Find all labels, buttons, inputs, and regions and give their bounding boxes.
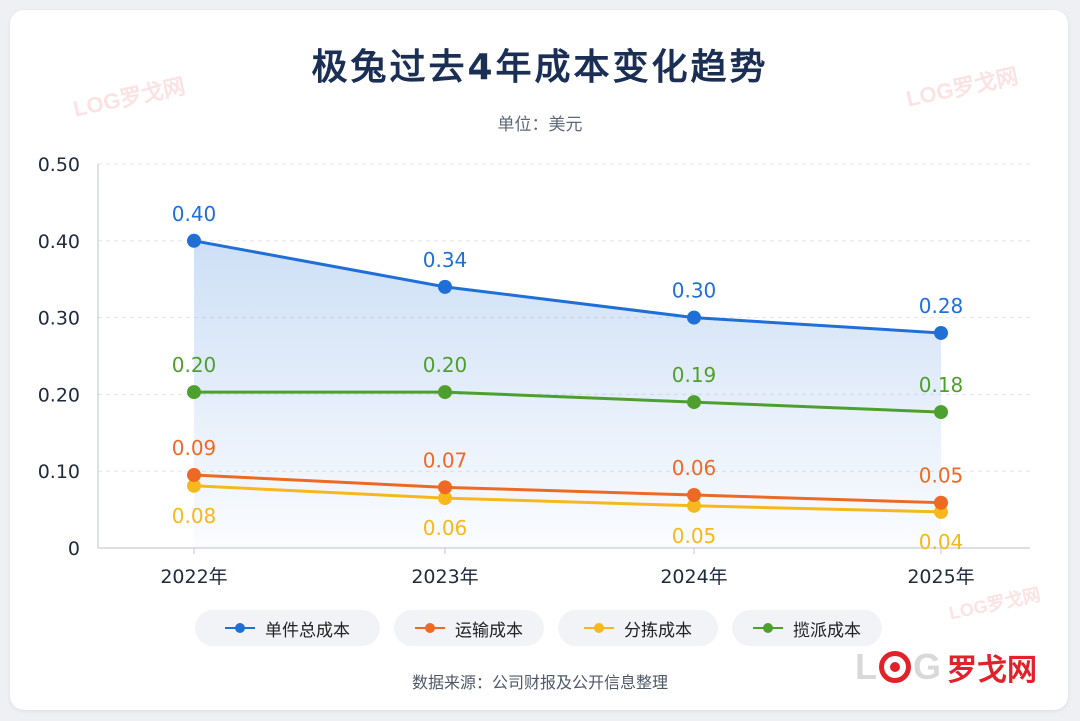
data-label: 0.34 — [423, 248, 468, 272]
chart-legend: 单件总成本 运输成本 分拣成本 揽派成本 — [195, 610, 882, 646]
series-line — [193, 239, 942, 335]
data-label: 0.04 — [919, 530, 964, 554]
chart-title: 极兔过去4年成本变化趋势 — [311, 47, 769, 88]
x-tick-label: 2025年 — [907, 566, 974, 588]
legend-marker-icon — [415, 622, 445, 634]
logo-brand-text: 罗戈网 — [947, 653, 1038, 688]
y-tick-label: 0.50 — [38, 154, 80, 176]
data-point — [934, 405, 948, 420]
chart-subtitle: 单位：美元 — [497, 115, 583, 135]
legend-label: 揽派成本 — [793, 620, 861, 641]
data-label: 0.30 — [672, 279, 717, 303]
legend-label: 运输成本 — [455, 620, 523, 641]
series-line — [193, 473, 942, 505]
y-tick-label: 0.10 — [38, 461, 80, 483]
data-point — [934, 495, 948, 510]
data-label: 0.05 — [919, 464, 964, 488]
logo-letter: G — [913, 646, 942, 687]
data-point — [687, 498, 701, 513]
logo-target-icon — [879, 651, 911, 683]
data-label: 0.20 — [423, 353, 468, 377]
data-point — [687, 395, 701, 410]
data-label: 0.08 — [172, 504, 217, 528]
data-point — [687, 488, 701, 503]
series-area-fill — [194, 240, 941, 549]
data-point — [438, 480, 452, 495]
data-source: 数据来源：公司财报及公开信息整理 — [411, 673, 668, 692]
data-point — [438, 279, 452, 294]
series-line — [193, 484, 942, 514]
logo-letter: L — [855, 646, 877, 687]
x-tick-label: 2022年 — [160, 566, 227, 588]
data-label: 0.06 — [672, 456, 717, 480]
legend-item: 分拣成本 — [558, 610, 718, 646]
data-point — [187, 385, 201, 400]
series-line — [194, 390, 942, 414]
legend-label: 单件总成本 — [265, 620, 350, 641]
data-label: 0.28 — [919, 294, 964, 318]
x-tick-label: 2023年 — [411, 566, 478, 588]
data-point — [187, 478, 201, 493]
legend-marker-icon — [753, 622, 783, 634]
y-tick-label: 0.20 — [38, 384, 80, 406]
legend-item: 运输成本 — [394, 610, 544, 646]
data-point — [438, 491, 452, 506]
y-tick-label: 0 — [68, 538, 80, 560]
data-point — [187, 233, 201, 248]
legend-marker-icon — [584, 622, 614, 634]
legend-label: 分拣成本 — [624, 620, 692, 641]
data-label: 0.06 — [423, 516, 468, 540]
data-point — [187, 468, 201, 483]
data-label: 0.19 — [672, 363, 717, 387]
data-label: 0.05 — [672, 524, 717, 548]
data-point — [934, 325, 948, 340]
y-tick-label: 0.40 — [38, 231, 80, 253]
legend-marker-icon — [225, 622, 255, 634]
brand-logo: L G 罗戈网 — [855, 645, 1037, 689]
data-label: 0.40 — [172, 202, 217, 226]
legend-item: 揽派成本 — [732, 610, 882, 646]
data-label: 0.09 — [172, 436, 217, 460]
data-label: 0.07 — [423, 448, 468, 472]
legend-item: 单件总成本 — [195, 610, 380, 646]
data-label: 0.18 — [919, 373, 964, 397]
y-tick-label: 0.30 — [38, 308, 80, 330]
data-point — [438, 385, 452, 400]
x-tick-label: 2024年 — [660, 566, 727, 588]
data-label: 0.20 — [172, 353, 217, 377]
data-point — [687, 310, 701, 325]
